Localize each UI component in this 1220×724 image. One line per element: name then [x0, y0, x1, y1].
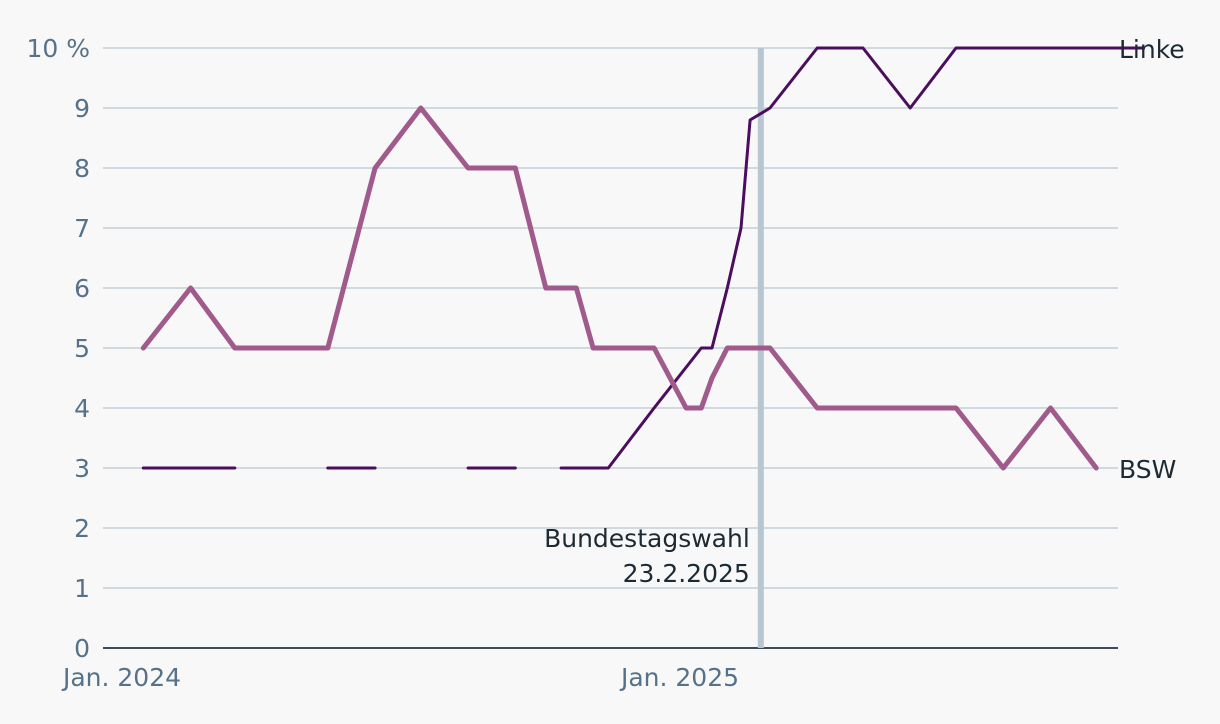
- series-label-linke: Linke: [1119, 35, 1185, 64]
- y-tick-label: 9: [74, 94, 90, 123]
- annotation-date: 23.2.2025: [623, 559, 750, 588]
- y-tick-label: 0: [74, 634, 90, 663]
- x-tick-label: Jan. 2025: [619, 663, 739, 692]
- series-label-bsw: BSW: [1119, 455, 1176, 484]
- y-tick-label: 5: [74, 334, 90, 363]
- y-tick-label: 6: [74, 274, 90, 303]
- y-tick-label: 2: [74, 514, 90, 543]
- series-line-bsw: [140, 105, 1099, 471]
- annotation-title: Bundestagswahl: [544, 524, 750, 553]
- series: [140, 46, 1145, 471]
- y-tick-label: 7: [74, 214, 90, 243]
- y-tick-label: 4: [74, 394, 90, 423]
- y-tick-label: 3: [74, 454, 90, 483]
- series-line-linke: [559, 46, 1145, 470]
- y-tick-label: 1: [74, 574, 90, 603]
- y-tick-label: 8: [74, 154, 90, 183]
- x-tick-label: Jan. 2024: [61, 663, 181, 692]
- labels: 0 1 2 3 4 5 6 7 8 9 10 % Jan. 2024 Jan. 2025 Bundesta…: [26, 34, 1184, 692]
- y-tick-label: 10 %: [26, 34, 90, 63]
